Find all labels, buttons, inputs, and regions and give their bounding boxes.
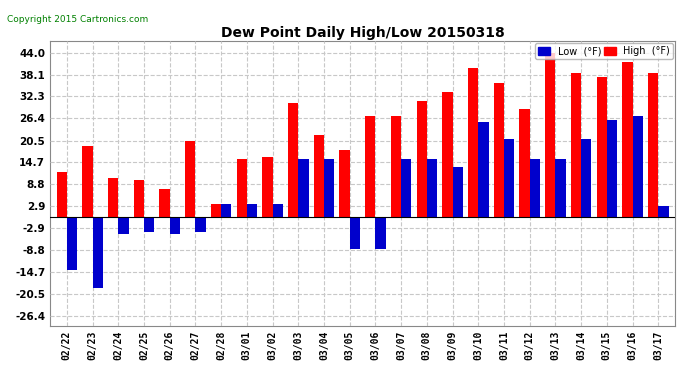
Bar: [648, 73, 658, 217]
Bar: [324, 159, 334, 217]
Bar: [170, 217, 180, 234]
Bar: [365, 116, 375, 217]
Bar: [520, 109, 530, 217]
Bar: [442, 92, 453, 217]
Bar: [211, 204, 221, 217]
Bar: [633, 116, 643, 217]
Bar: [417, 101, 427, 217]
Bar: [118, 217, 128, 234]
Bar: [195, 217, 206, 232]
Bar: [453, 167, 463, 217]
Bar: [530, 159, 540, 217]
Bar: [658, 206, 669, 217]
Bar: [401, 159, 411, 217]
Bar: [237, 159, 247, 217]
Bar: [555, 159, 566, 217]
Bar: [298, 159, 308, 217]
Bar: [350, 217, 360, 249]
Bar: [391, 116, 401, 217]
Bar: [67, 217, 77, 270]
Bar: [339, 150, 350, 217]
Bar: [478, 122, 489, 217]
Bar: [82, 146, 92, 217]
Bar: [144, 217, 155, 232]
Bar: [92, 217, 103, 288]
Title: Dew Point Daily High/Low 20150318: Dew Point Daily High/Low 20150318: [221, 26, 504, 40]
Bar: [288, 103, 298, 217]
Bar: [57, 172, 67, 217]
Bar: [607, 120, 617, 217]
Text: Copyright 2015 Cartronics.com: Copyright 2015 Cartronics.com: [7, 15, 148, 24]
Bar: [262, 158, 273, 217]
Bar: [185, 141, 195, 217]
Bar: [581, 139, 591, 217]
Bar: [494, 82, 504, 217]
Bar: [504, 139, 514, 217]
Bar: [468, 68, 478, 217]
Bar: [273, 204, 283, 217]
Bar: [247, 204, 257, 217]
Bar: [427, 159, 437, 217]
Legend: Low  (°F), High  (°F): Low (°F), High (°F): [535, 44, 673, 59]
Bar: [375, 217, 386, 249]
Bar: [134, 180, 144, 217]
Bar: [314, 135, 324, 217]
Bar: [108, 178, 118, 217]
Bar: [597, 77, 607, 217]
Bar: [545, 53, 555, 217]
Bar: [571, 73, 581, 217]
Bar: [622, 62, 633, 217]
Bar: [221, 204, 231, 217]
Bar: [159, 189, 170, 217]
